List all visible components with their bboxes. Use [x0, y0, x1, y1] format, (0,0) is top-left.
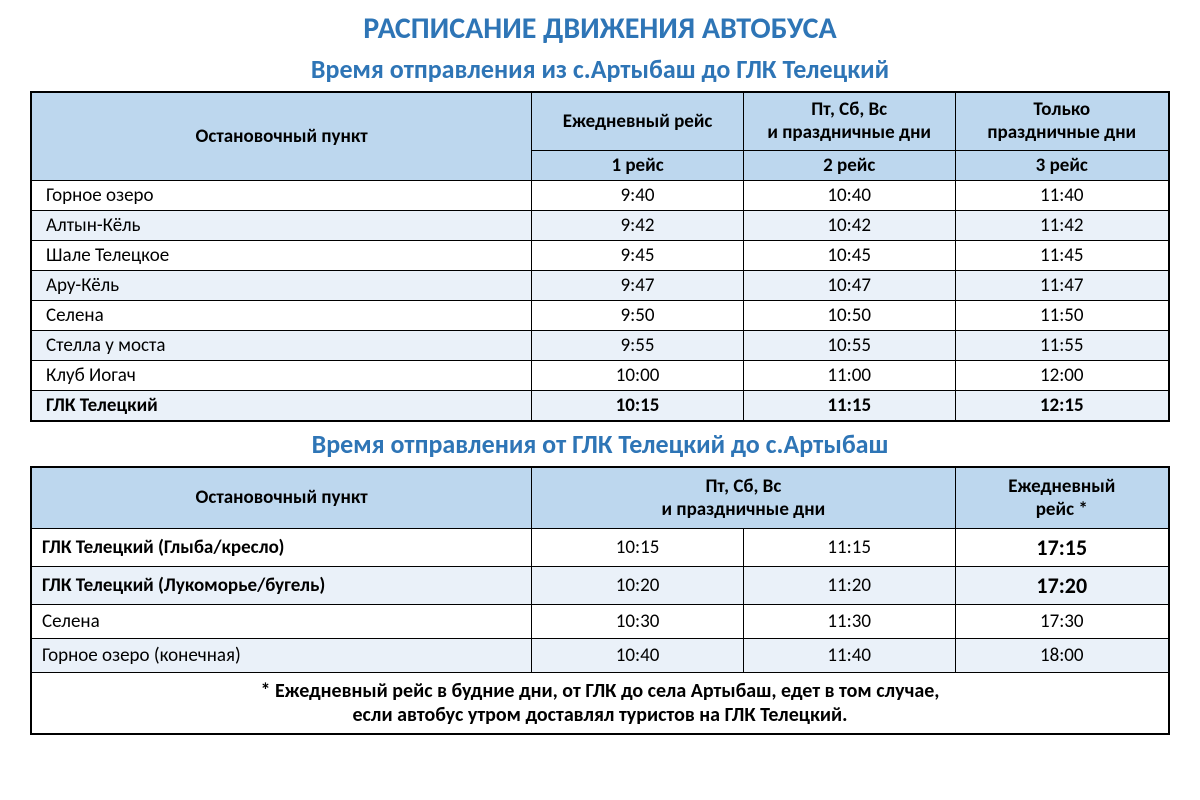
table1-colh-2: Толькопраздничные дни [955, 92, 1169, 150]
time-cell: 11:55 [955, 330, 1169, 360]
time-cell: 11:30 [743, 605, 955, 639]
time-cell: 18:00 [955, 639, 1169, 673]
stop-cell: ГЛК Телецкий (Лукоморье/бугель) [31, 567, 532, 605]
time-cell: 11:20 [743, 567, 955, 605]
time-cell: 12:15 [955, 390, 1169, 421]
time-cell: 9:45 [532, 240, 744, 270]
time-cell: 10:50 [743, 300, 955, 330]
time-cell: 9:42 [532, 210, 744, 240]
time-cell: 11:40 [955, 180, 1169, 210]
table2-stop-header: Остановочный пункт [31, 467, 532, 529]
table-row: ГЛК Телецкий (Лукоморье/бугель)10:2011:2… [31, 567, 1169, 605]
stop-cell: Селена [31, 605, 532, 639]
time-cell: 10:15 [532, 390, 744, 421]
stop-cell: Горное озеро (конечная) [31, 639, 532, 673]
time-cell: 10:45 [743, 240, 955, 270]
table2-footnote-row: * Ежедневный рейс в будние дни, от ГЛК д… [31, 673, 1169, 735]
schedule-table-2: Остановочный пункт Пт, Сб, Вси праздничн… [30, 466, 1170, 736]
table1-colb-2: 3 рейс [955, 150, 1169, 180]
time-cell: 10:55 [743, 330, 955, 360]
table2-colh-1: Ежедневныйрейс * [955, 467, 1169, 529]
table1-header-row1: Остановочный пункт Ежедневный рейс Пт, С… [31, 92, 1169, 150]
schedule-table-1: Остановочный пункт Ежедневный рейс Пт, С… [30, 91, 1170, 422]
time-cell: 11:40 [743, 639, 955, 673]
time-cell: 10:47 [743, 270, 955, 300]
stop-cell: Клуб Иогач [31, 360, 532, 390]
table-row: ГЛК Телецкий (Глыба/кресло)10:1511:1517:… [31, 529, 1169, 567]
stop-cell: ГЛК Телецкий [31, 390, 532, 421]
time-cell: 11:15 [743, 390, 955, 421]
table-row: Ару-Кёль9:4710:4711:47 [31, 270, 1169, 300]
table1-colb-1: 2 рейс [743, 150, 955, 180]
time-cell: 10:20 [532, 567, 744, 605]
time-cell: 11:42 [955, 210, 1169, 240]
time-cell: 10:42 [743, 210, 955, 240]
time-cell: 17:30 [955, 605, 1169, 639]
table-row: Селена9:5010:5011:50 [31, 300, 1169, 330]
table1-colh-0: Ежедневный рейс [532, 92, 744, 150]
table-row: Алтын-Кёль9:4210:4211:42 [31, 210, 1169, 240]
table1-colh-1: Пт, Сб, Вси праздничные дни [743, 92, 955, 150]
table-row: Горное озеро9:4010:4011:40 [31, 180, 1169, 210]
stop-cell: Стелла у моста [31, 330, 532, 360]
time-cell: 11:47 [955, 270, 1169, 300]
table2-subtitle: Время отправления от ГЛК Телецкий до с.А… [30, 428, 1170, 460]
time-cell: 10:15 [532, 529, 744, 567]
table2-colh-0: Пт, Сб, Вси праздничные дни [532, 467, 955, 529]
table2-footnote: * Ежедневный рейс в будние дни, от ГЛК д… [31, 673, 1169, 735]
table-row: Стелла у моста9:5510:5511:55 [31, 330, 1169, 360]
time-cell: 10:40 [532, 639, 744, 673]
table-row: Шале Телецкое9:4510:4511:45 [31, 240, 1169, 270]
table-row: Горное озеро (конечная)10:4011:4018:00 [31, 639, 1169, 673]
time-cell: 9:50 [532, 300, 744, 330]
time-cell: 10:00 [532, 360, 744, 390]
stop-cell: Ару-Кёль [31, 270, 532, 300]
table1-subtitle: Время отправления из с.Артыбаш до ГЛК Те… [30, 53, 1170, 85]
time-cell: 11:50 [955, 300, 1169, 330]
stop-cell: Селена [31, 300, 532, 330]
time-cell: 9:55 [532, 330, 744, 360]
time-cell: 11:15 [743, 529, 955, 567]
time-cell: 9:47 [532, 270, 744, 300]
stop-cell: ГЛК Телецкий (Глыба/кресло) [31, 529, 532, 567]
time-cell: 10:40 [743, 180, 955, 210]
stop-cell: Алтын-Кёль [31, 210, 532, 240]
table2-header-row1: Остановочный пункт Пт, Сб, Вси праздничн… [31, 467, 1169, 529]
time-cell: 17:15 [955, 529, 1169, 567]
time-cell: 10:30 [532, 605, 744, 639]
table-row: Селена10:3011:3017:30 [31, 605, 1169, 639]
table-row: ГЛК Телецкий10:1511:1512:15 [31, 390, 1169, 421]
time-cell: 9:40 [532, 180, 744, 210]
stop-cell: Шале Телецкое [31, 240, 532, 270]
main-title: РАСПИСАНИЕ ДВИЖЕНИЯ АВТОБУСА [30, 10, 1170, 47]
table1-colb-0: 1 рейс [532, 150, 744, 180]
stop-cell: Горное озеро [31, 180, 532, 210]
time-cell: 11:00 [743, 360, 955, 390]
time-cell: 12:00 [955, 360, 1169, 390]
time-cell: 11:45 [955, 240, 1169, 270]
time-cell: 17:20 [955, 567, 1169, 605]
table1-stop-header: Остановочный пункт [31, 92, 532, 180]
table-row: Клуб Иогач10:0011:0012:00 [31, 360, 1169, 390]
